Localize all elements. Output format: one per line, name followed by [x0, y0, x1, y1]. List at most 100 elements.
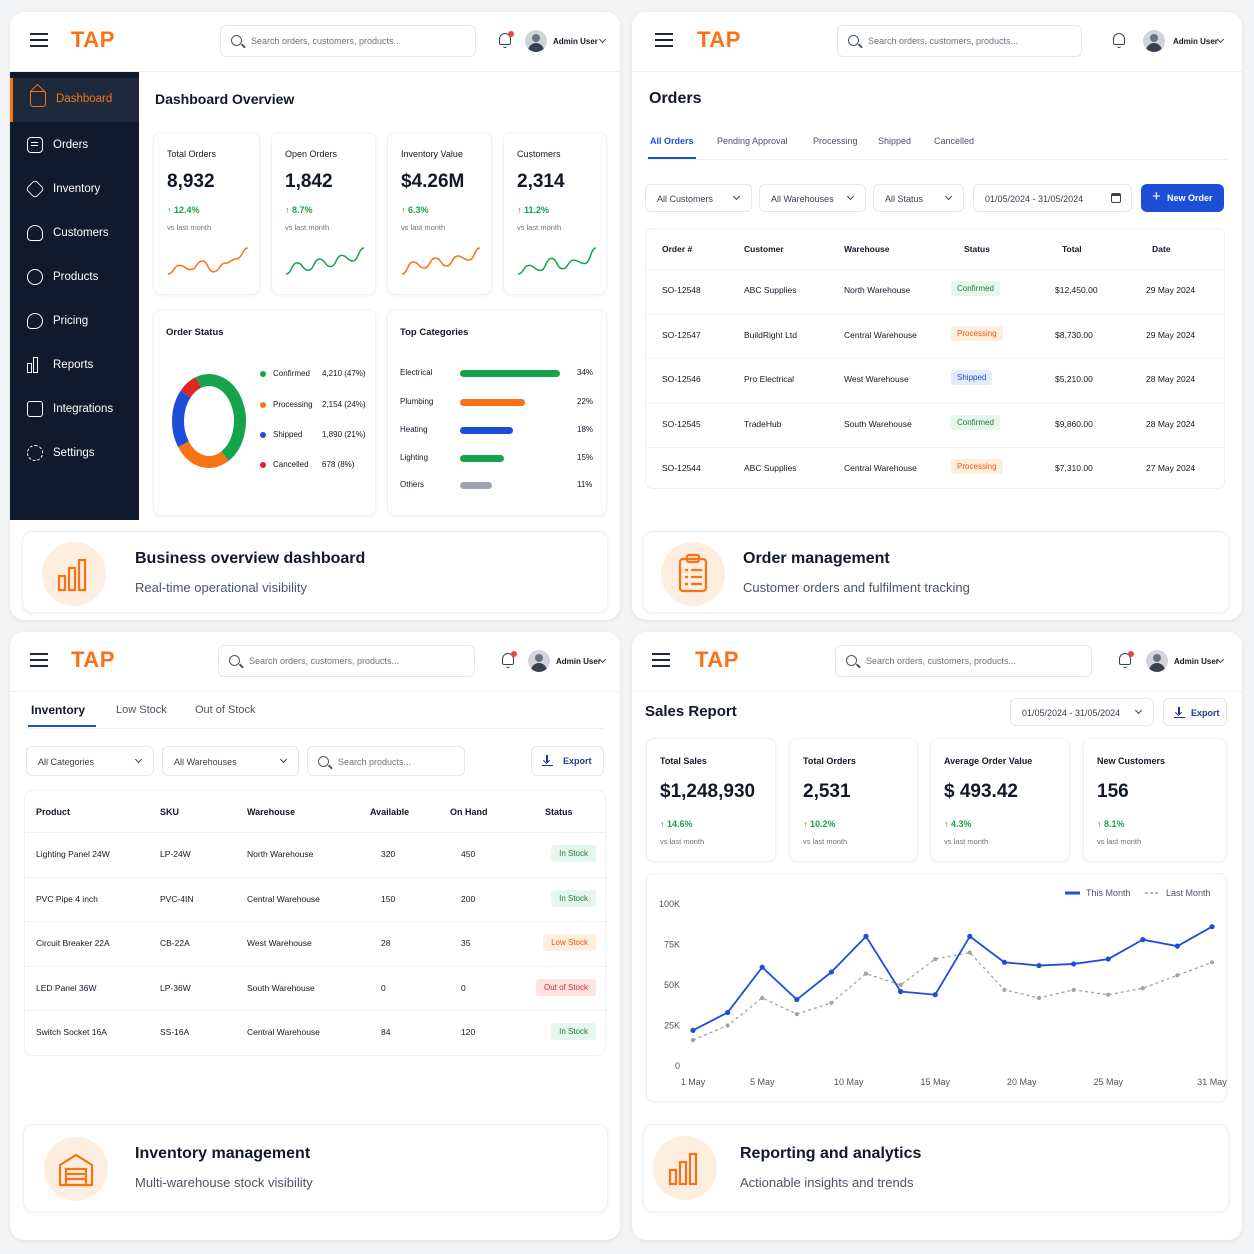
y-tick-label: 75K: [664, 940, 680, 950]
table-row[interactable]: SO-12547 BuildRight Ltd Central Warehouse $…: [646, 314, 1224, 358]
search-input[interactable]: Search orders, customers, products...: [218, 645, 475, 677]
category-row: Lighting 15%: [400, 453, 594, 462]
data-point: [863, 971, 869, 976]
sidebar-item-inventory[interactable]: Inventory: [10, 168, 139, 212]
y-tick-label: 100K: [659, 899, 680, 909]
search-input[interactable]: Search orders, customers, products...: [835, 645, 1092, 677]
tab-inventory[interactable]: Inventory: [31, 703, 86, 717]
menu-icon[interactable]: [30, 33, 48, 47]
search-icon: [229, 655, 240, 666]
bell-icon[interactable]: [1112, 32, 1126, 48]
avatar[interactable]: [525, 30, 547, 52]
search-input[interactable]: Search orders, customers, products...: [837, 25, 1082, 57]
sidebar-item-reports[interactable]: Reports: [10, 344, 139, 388]
date-range-picker[interactable]: 01/05/2024 - 31/05/2024: [1010, 698, 1154, 726]
user-name[interactable]: Admin User: [1173, 37, 1218, 46]
user-name[interactable]: Admin User: [556, 657, 601, 666]
kpi-change: ↑ 8.7%: [285, 205, 313, 215]
logo[interactable]: TAP: [695, 647, 739, 672]
gear-icon: [27, 445, 43, 461]
tab-all-orders[interactable]: All Orders: [650, 136, 694, 146]
data-point: [1036, 962, 1042, 969]
user-icon: [27, 225, 43, 241]
export-button[interactable]: Export: [1163, 698, 1227, 726]
clipboard-icon: [27, 137, 43, 153]
clipboard-icon: [661, 542, 725, 606]
bell-icon[interactable]: [501, 651, 517, 668]
donut-slice-cancelled: [180, 377, 202, 398]
product-search-input[interactable]: Search products...: [307, 746, 465, 776]
table-row[interactable]: Lighting Panel 24W LP-24W North Warehouse 3…: [25, 832, 605, 876]
top-bar: TAP Search orders, customers, products..…: [10, 632, 620, 692]
tab-cancelled[interactable]: Cancelled: [934, 136, 975, 146]
sidebar-item-pricing[interactable]: Pricing: [10, 300, 139, 344]
chevron-down-icon[interactable]: [598, 35, 607, 44]
logo[interactable]: TAP: [71, 647, 115, 672]
status-badge: Low Stock: [543, 934, 596, 951]
menu-icon[interactable]: [30, 653, 48, 667]
chevron-down-icon: [134, 755, 143, 764]
data-point: [967, 950, 972, 955]
table-row[interactable]: SO-12544 ABC Supplies Central Warehouse $7,…: [646, 447, 1224, 491]
logo[interactable]: TAP: [71, 27, 115, 52]
kpi-card: New Customers 156 ↑ 8.1% vs last month: [1083, 738, 1227, 862]
bell-icon[interactable]: [1118, 651, 1134, 668]
warehouse-filter[interactable]: All Warehouses: [162, 746, 299, 776]
export-button[interactable]: Export: [531, 746, 604, 776]
sidebar-item-integrations[interactable]: Integrations: [10, 388, 139, 432]
avatar[interactable]: [528, 650, 550, 672]
top-bar: TAP Search orders, customers, products..…: [632, 632, 1242, 692]
table-row[interactable]: SO-12545 TradeHub South Warehouse $9,860.00…: [646, 403, 1224, 447]
new-order-button[interactable]: New Order: [1141, 184, 1224, 212]
data-point: [794, 996, 800, 1003]
chevron-down-icon[interactable]: [1216, 35, 1225, 44]
status-badge: Processing: [951, 459, 1003, 474]
date-range-picker[interactable]: 01/05/2024 - 31/05/2024: [973, 184, 1132, 212]
category-row: Plumbing 22%: [400, 397, 594, 406]
search-input[interactable]: Search orders, customers, products...: [220, 25, 476, 57]
table-row[interactable]: LED Panel 36W LP-36W South Warehouse 0 0 Out …: [25, 966, 605, 1010]
category-row: Heating 18%: [400, 425, 594, 434]
logo[interactable]: TAP: [697, 27, 741, 52]
sparkline-path: [285, 247, 365, 275]
tab-out-of-stock[interactable]: Out of Stock: [195, 704, 256, 716]
donut-slice-processing: [178, 441, 229, 468]
data-point: [967, 933, 973, 939]
avatar[interactable]: [1146, 650, 1168, 672]
user-name[interactable]: Admin User: [1174, 657, 1219, 666]
status-filter[interactable]: All Status: [873, 184, 964, 212]
orders-panel: TAP Search orders, customers, products..…: [632, 12, 1242, 620]
category-filter[interactable]: All Categories: [26, 746, 154, 776]
menu-icon[interactable]: [652, 653, 670, 667]
user-name[interactable]: Admin User: [553, 37, 598, 46]
data-point: [898, 988, 904, 995]
sidebar-item-dashboard[interactable]: Dashboard: [10, 78, 139, 122]
tab-low-stock[interactable]: Low Stock: [116, 704, 167, 716]
y-tick-label: 50K: [664, 980, 680, 990]
table-row[interactable]: Switch Socket 16A SS-16A Central Warehouse…: [25, 1010, 605, 1054]
menu-icon[interactable]: [655, 33, 673, 47]
sidebar-item-orders[interactable]: Orders: [10, 124, 139, 168]
data-point: [1209, 924, 1215, 930]
sparkline: [167, 247, 249, 275]
table-row[interactable]: SO-12548 ABC Supplies North Warehouse $12,4…: [646, 269, 1224, 313]
avatar[interactable]: [1143, 30, 1165, 52]
legend-dot: [260, 432, 266, 438]
sidebar-item-settings[interactable]: Settings: [10, 432, 139, 476]
data-point: [898, 982, 903, 988]
price-icon: [27, 313, 43, 329]
tab-shipped[interactable]: Shipped: [878, 136, 912, 146]
data-point: [1036, 995, 1042, 1001]
customer-filter[interactable]: All Customers: [645, 184, 752, 212]
page-title: Dashboard Overview: [155, 91, 295, 107]
sidebar-item-products[interactable]: Products: [10, 256, 139, 300]
table-row[interactable]: PVC Pipe 4 inch PVC-4IN Central Warehouse 1…: [25, 877, 605, 921]
bell-icon[interactable]: [498, 31, 514, 48]
table-row[interactable]: Circuit Breaker 22A CB-22A West Warehouse 2…: [25, 921, 605, 965]
tab-pending-approval[interactable]: Pending Approval: [717, 136, 788, 146]
table-row[interactable]: SO-12546 Pro Electrical West Warehouse $5,2…: [646, 358, 1224, 402]
tab-processing[interactable]: Processing: [813, 136, 858, 146]
warehouse-filter[interactable]: All Warehouses: [759, 184, 866, 212]
sidebar-item-customers[interactable]: Customers: [10, 212, 139, 256]
status-badge: Confirmed: [951, 281, 1000, 296]
